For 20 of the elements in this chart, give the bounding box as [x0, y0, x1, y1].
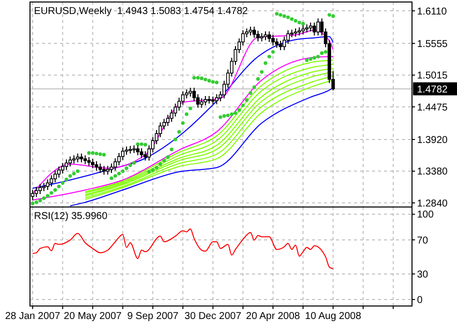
- y-tick-label: 1.5555: [417, 38, 448, 50]
- y-tick-label: 1.6110: [417, 6, 448, 18]
- chart-title: EURUSD,Weekly 1.4943 1.5083 1.4754 1.4782: [34, 6, 248, 17]
- y-tick-label: 1.3380: [417, 166, 448, 178]
- y-tick-label: 100: [417, 210, 434, 221]
- x-tick-label: 9 Sep 2007: [127, 311, 179, 322]
- x-tick-label: 28 Jan 2007: [5, 311, 61, 322]
- x-tick-label: 10 Aug 2008: [305, 311, 362, 322]
- y-tick-label: 1.2840: [417, 198, 448, 210]
- x-tick-label: 20 May 2007: [64, 311, 122, 322]
- x-tick-label: 30 Dec 2007: [184, 311, 242, 322]
- y-tick-label: 1.5015: [417, 70, 448, 82]
- y-tick-label: 1.4475: [417, 102, 448, 114]
- y-tick-label: 1.3920: [417, 134, 448, 146]
- y-tick-label: 30: [417, 269, 429, 280]
- ref-line-label: 1.4782: [417, 84, 448, 96]
- chart-title: RSI(12) 35.9960: [34, 211, 108, 222]
- y-tick-label: 70: [417, 235, 429, 246]
- y-tick-label: 0: [417, 295, 423, 306]
- x-tick-label: 20 Apr 2008: [246, 311, 300, 322]
